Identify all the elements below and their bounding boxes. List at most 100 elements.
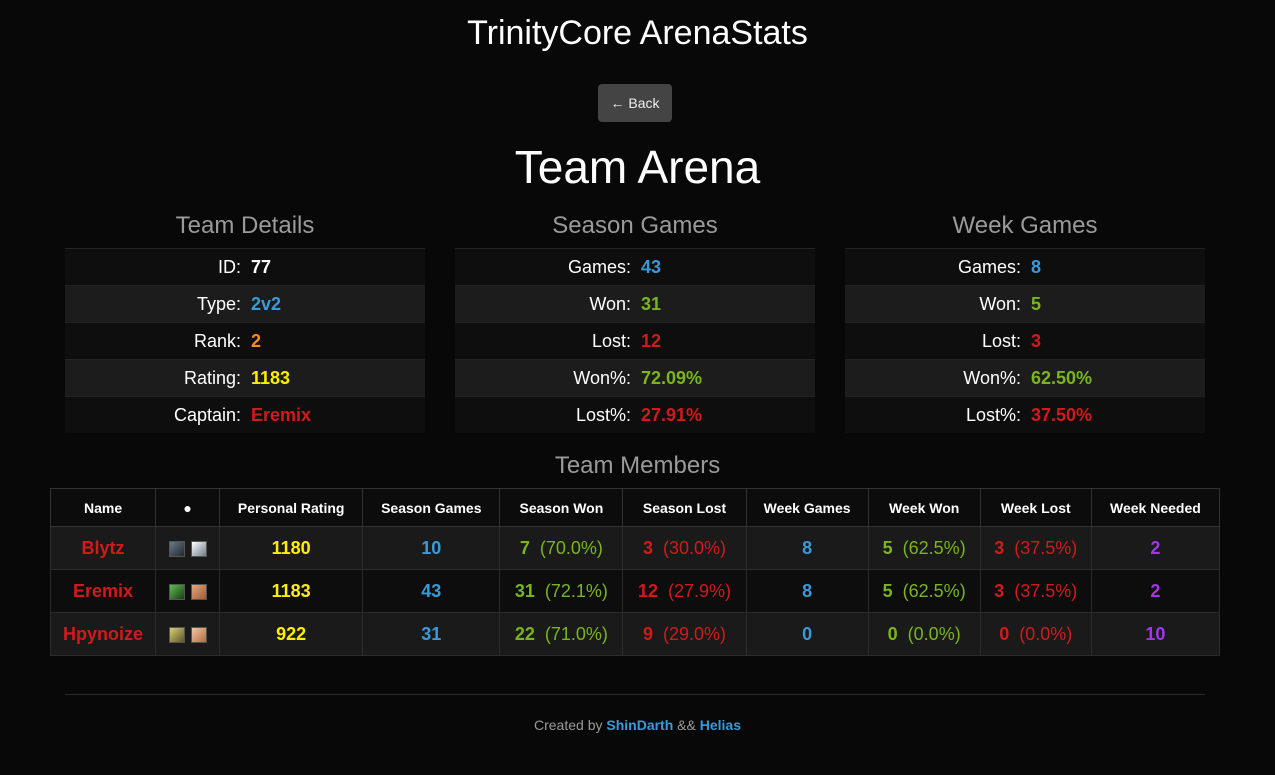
week-lost-row: Lost: 3 [845,322,1205,359]
site-title: TrinityCore ArenaStats [467,14,808,52]
member-season-games: 10 [362,526,501,570]
author-helias-link[interactable]: Helias [699,717,741,733]
week-won-pct-row: Won%: 62.50% [845,359,1205,396]
undead-race-icon [168,540,185,557]
member-rating: 1183 [219,569,364,613]
week-games-value: 8 [1031,256,1042,277]
member-week-won: 0 (0.0%) [867,612,981,656]
member-week-games: 0 [745,612,869,656]
team-captain-link[interactable]: Eremix [251,404,312,425]
season-lost-pct-value: 27.91% [641,404,703,425]
member-season-lost: 9 (29.0%) [622,612,747,656]
footer-separator: && [677,717,696,733]
week-lost-percent: (37.5%) [1014,537,1078,558]
team-id-label: ID: [217,256,241,277]
member-week-won: 5 (62.5%) [867,526,981,570]
week-lost-count: 3 [994,537,1005,558]
column-header-week-needed[interactable]: Week Needed [1090,488,1221,527]
team-type-row: Type: 2v2 [65,285,425,322]
season-won-value: 31 [641,293,662,314]
column-header-name[interactable]: Name [49,488,157,527]
member-week-lost: 3 (37.5%) [979,569,1092,613]
column-header-season-games[interactable]: Season Games [362,488,501,527]
table-row: Eremix 1183 43 31 (72.1%) 12 (27.9%) 8 5 (6… [49,569,1221,613]
season-lost-pct-row: Lost%: 27.91% [455,396,815,433]
week-lost-percent: (0.0%) [1019,623,1073,644]
table-header-row: Name ● Personal Rating Season Games Seas… [49,488,1221,527]
team-members-heading: Team Members [554,452,721,479]
season-won-pct-label: Won%: [573,367,631,388]
member-week-lost: 0 (0.0%) [979,612,1092,656]
season-won-label: Won: [589,293,631,314]
week-lost-label: Lost: [981,330,1021,351]
season-won-percent: (70.0%) [539,537,603,558]
team-rank-row: Rank: 2 [65,322,425,359]
team-type-label: Type: [196,293,241,314]
footer: Created by ShinDarth && Helias [0,717,1275,733]
member-week-won: 5 (62.5%) [867,569,981,613]
member-season-games: 43 [362,569,501,613]
column-header-personal-rating[interactable]: Personal Rating [219,488,364,527]
member-week-needed: 2 [1090,526,1221,570]
week-won-percent: (62.5%) [902,580,966,601]
season-lost-value: 12 [641,330,662,351]
member-season-won: 22 (71.0%) [499,612,624,656]
season-won-count: 7 [519,537,530,558]
season-won-pct-value: 72.09% [641,367,703,388]
team-id-row: ID: 77 [65,248,425,285]
week-games-label: Games: [957,256,1021,277]
rogue-class-icon [168,583,185,600]
team-rank-value: 2 [251,330,262,351]
member-name-link[interactable]: Hpynoize [49,612,157,656]
season-won-count: 31 [514,580,535,601]
footer-prefix: Created by [534,717,603,733]
week-lost-percent: (37.5%) [1014,580,1078,601]
footer-divider [65,694,1205,695]
mage-class-icon [190,626,207,643]
week-games-heading: Week Games [952,212,1098,239]
author-shindarth-link[interactable]: ShinDarth [606,717,674,733]
week-won-count: 0 [887,623,898,644]
season-won-percent: (72.1%) [544,580,608,601]
week-lost-count: 0 [999,623,1010,644]
week-games-row: Games: 8 [845,248,1205,285]
column-header-icons[interactable]: ● [155,488,221,527]
team-captain-label: Captain: [173,404,241,425]
team-id-value: 77 [251,256,272,277]
week-won-pct-label: Won%: [963,367,1021,388]
week-lost-value: 3 [1031,330,1042,351]
member-name-link[interactable]: Eremix [49,569,157,613]
week-games-panel: Week Games Games: 8 Won: 5 Lost: 3 Won%:… [845,210,1205,433]
member-name-link[interactable]: Blytz [49,526,157,570]
season-lost-count: 3 [642,537,653,558]
column-header-season-won[interactable]: Season Won [499,488,624,527]
member-icons-cell [155,612,221,656]
table-row: Hpynoize 922 31 22 (71.0%) 9 (29.0%) 0 0 (0… [49,612,1221,656]
week-lost-pct-row: Lost%: 37.50% [845,396,1205,433]
season-games-panel: Season Games Games: 43 Won: 31 Lost: 12 … [455,210,815,433]
team-details-heading: Team Details [175,212,315,239]
season-lost-count: 12 [637,580,658,601]
week-won-percent: (0.0%) [907,623,961,644]
member-season-lost: 3 (30.0%) [622,526,747,570]
week-won-value: 5 [1031,293,1042,314]
season-lost-percent: (27.9%) [667,580,732,601]
member-week-games: 8 [745,569,869,613]
column-header-week-lost[interactable]: Week Lost [979,488,1092,527]
page-title: Team Arena [514,141,761,193]
season-lost-row: Lost: 12 [455,322,815,359]
team-type-value: 2v2 [251,293,282,314]
season-won-pct-row: Won%: 72.09% [455,359,815,396]
season-lost-percent: (29.0%) [662,623,726,644]
season-games-value: 43 [641,256,662,277]
column-header-week-games[interactable]: Week Games [745,488,869,527]
back-button[interactable]: ← Back [598,84,672,122]
team-details-panel: Team Details ID: 77 Type: 2v2 Rank: 2 Ra… [65,210,425,433]
column-header-week-won[interactable]: Week Won [867,488,981,527]
team-rating-value: 1183 [251,367,291,388]
season-games-label: Games: [567,256,631,277]
week-won-percent: (62.5%) [902,537,966,558]
team-captain-row: Captain: Eremix [65,396,425,433]
week-lost-count: 3 [994,580,1005,601]
column-header-season-lost[interactable]: Season Lost [622,488,747,527]
